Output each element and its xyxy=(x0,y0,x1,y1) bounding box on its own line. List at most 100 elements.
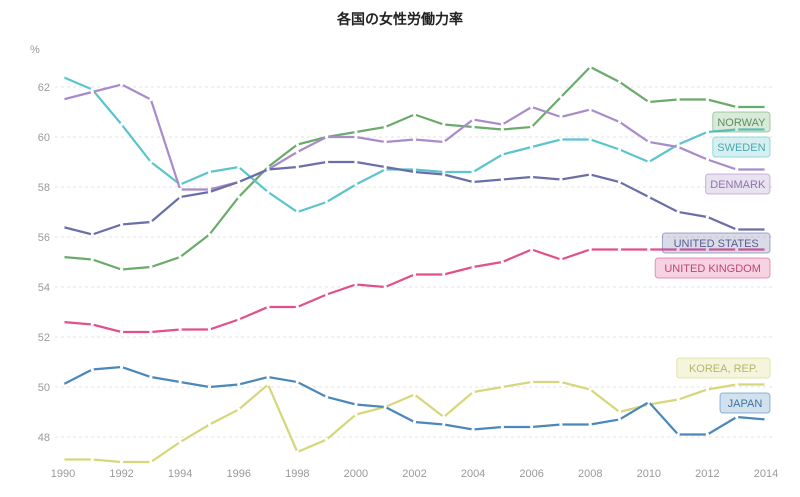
data-point xyxy=(412,272,417,277)
data-point xyxy=(735,105,739,109)
data-point xyxy=(559,115,563,119)
data-point xyxy=(442,172,446,177)
data-point xyxy=(354,135,358,139)
data-point xyxy=(500,127,504,132)
data-point xyxy=(705,247,710,252)
data-point xyxy=(559,380,563,384)
data-point xyxy=(705,387,710,392)
x-tick-label: 1998 xyxy=(285,468,309,480)
legend-label-box xyxy=(676,357,771,379)
x-tick-label: 2012 xyxy=(695,468,719,480)
data-point xyxy=(237,180,241,184)
data-point xyxy=(588,107,592,112)
data-point xyxy=(61,382,65,387)
y-tick-label: 54 xyxy=(38,282,50,294)
data-point xyxy=(764,247,768,252)
data-point xyxy=(207,187,212,192)
data-point xyxy=(237,165,241,169)
y-tick-label: 56 xyxy=(38,232,50,244)
data-point xyxy=(647,247,651,252)
data-point xyxy=(207,190,212,194)
data-point xyxy=(735,227,739,232)
data-point xyxy=(295,165,299,169)
x-tick-label: 2010 xyxy=(637,468,661,480)
x-tick-label: 1994 xyxy=(168,468,192,480)
legend-label-box xyxy=(712,136,771,158)
data-point xyxy=(588,247,592,252)
legend-label: UNITED STATES xyxy=(674,238,759,250)
data-point xyxy=(705,130,710,134)
data-point xyxy=(178,327,182,332)
data-point xyxy=(647,100,651,104)
data-point xyxy=(559,422,563,427)
data-point xyxy=(647,400,651,404)
y-tick-label: 60 xyxy=(38,132,50,144)
data-point xyxy=(207,327,212,332)
data-point xyxy=(266,167,270,172)
data-point xyxy=(207,232,212,237)
data-point xyxy=(383,125,387,129)
data-point xyxy=(325,135,329,139)
data-point xyxy=(617,120,622,124)
legend-label-box xyxy=(712,111,771,133)
x-tick-label: 2008 xyxy=(578,468,602,480)
y-tick-label: 58 xyxy=(38,182,50,194)
data-point xyxy=(295,450,299,454)
data-point xyxy=(354,282,358,287)
data-point xyxy=(178,440,182,444)
data-point xyxy=(588,387,592,392)
data-point xyxy=(676,145,680,149)
data-point xyxy=(178,187,182,192)
y-tick-label: 62 xyxy=(38,82,50,94)
legend-label: SWEDEN xyxy=(717,142,765,154)
data-point xyxy=(705,432,710,437)
data-point xyxy=(325,395,329,399)
data-point xyxy=(354,412,358,417)
x-tick-label: 2002 xyxy=(402,468,426,480)
data-point xyxy=(705,157,710,162)
data-point xyxy=(442,422,446,427)
data-point xyxy=(588,137,592,142)
data-point xyxy=(500,385,504,389)
data-point xyxy=(705,97,710,102)
data-point xyxy=(412,392,417,397)
data-point xyxy=(383,405,387,409)
data-point xyxy=(149,97,153,102)
data-point xyxy=(764,227,768,232)
data-point xyxy=(90,90,94,94)
data-point xyxy=(383,167,387,172)
data-point xyxy=(61,255,65,259)
data-point xyxy=(617,417,622,422)
data-point xyxy=(559,177,563,182)
data-point xyxy=(588,65,592,69)
legend-label: NORWAY xyxy=(717,117,766,129)
data-point xyxy=(266,375,270,379)
x-tick-label: 2000 xyxy=(344,468,368,480)
data-point xyxy=(295,305,299,309)
data-point xyxy=(383,140,387,144)
y-tick-label: 48 xyxy=(38,432,50,444)
data-point xyxy=(530,105,534,109)
data-point xyxy=(354,130,358,134)
data-point xyxy=(90,87,94,92)
data-point xyxy=(617,80,622,84)
data-point xyxy=(149,160,153,164)
data-point xyxy=(119,365,124,369)
data-point xyxy=(764,167,768,172)
x-tick-label: 1996 xyxy=(227,468,251,480)
data-point xyxy=(207,422,212,427)
data-point xyxy=(237,317,241,322)
data-point xyxy=(266,190,270,194)
data-point xyxy=(412,420,417,424)
x-tick-label: 1992 xyxy=(109,468,133,480)
data-point xyxy=(617,247,622,252)
data-point xyxy=(149,330,153,334)
data-point xyxy=(647,195,651,199)
data-point xyxy=(412,137,417,142)
data-point xyxy=(90,232,94,237)
data-point xyxy=(295,150,299,154)
data-point xyxy=(735,415,739,419)
data-point xyxy=(237,382,241,387)
chart-title: 各国の女性労働力率 xyxy=(337,12,463,28)
data-point xyxy=(530,125,534,129)
